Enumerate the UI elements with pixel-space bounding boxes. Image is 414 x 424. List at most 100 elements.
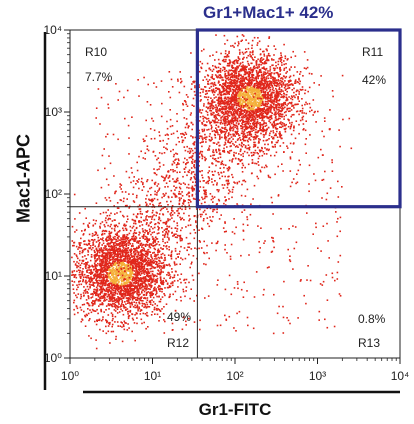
data-point — [100, 276, 103, 279]
data-point — [290, 133, 293, 136]
data-point — [107, 290, 110, 293]
data-point — [86, 291, 88, 293]
data-point — [258, 103, 260, 105]
data-point — [179, 278, 181, 280]
data-point — [118, 242, 120, 245]
data-point — [152, 227, 154, 230]
data-point — [240, 70, 243, 72]
data-point — [80, 309, 83, 311]
data-point — [260, 61, 262, 64]
data-point — [144, 313, 147, 315]
data-point — [240, 144, 243, 147]
data-point — [130, 262, 132, 264]
data-point — [254, 120, 256, 123]
data-point — [120, 321, 122, 323]
data-point — [132, 296, 134, 298]
data-point — [256, 74, 259, 76]
data-point — [242, 135, 244, 138]
data-point — [235, 112, 238, 115]
data-point — [105, 271, 107, 273]
data-point — [87, 275, 90, 277]
data-point — [123, 296, 125, 298]
data-point — [93, 249, 96, 252]
data-point — [274, 81, 276, 84]
data-point — [127, 299, 130, 302]
data-point — [119, 298, 121, 300]
data-point — [273, 45, 275, 47]
data-point — [275, 65, 277, 67]
data-point — [97, 283, 99, 286]
data-point — [217, 102, 220, 105]
data-point — [82, 233, 85, 235]
data-point — [154, 239, 157, 242]
data-point — [152, 276, 155, 278]
data-point — [96, 289, 99, 292]
data-point — [111, 323, 114, 326]
data-point — [209, 102, 212, 105]
data-point — [260, 57, 263, 59]
data-point — [245, 106, 247, 108]
data-point — [226, 113, 229, 115]
data-point — [140, 258, 142, 261]
data-point — [107, 242, 109, 245]
data-point — [215, 76, 218, 78]
data-point — [277, 118, 279, 121]
data-point — [280, 52, 282, 54]
data-point — [212, 83, 214, 85]
data-point — [150, 263, 153, 265]
data-point — [100, 238, 102, 240]
data-point — [247, 95, 250, 98]
data-point — [153, 255, 156, 257]
data-point — [215, 34, 217, 36]
data-point — [101, 288, 104, 291]
data-point — [98, 251, 101, 254]
data-point — [106, 236, 108, 239]
data-point — [240, 94, 243, 97]
data-point — [220, 102, 223, 105]
data-point — [238, 73, 240, 75]
data-point — [106, 263, 109, 265]
data-point — [289, 142, 292, 145]
data-point — [90, 297, 92, 299]
data-point — [277, 78, 280, 81]
data-point — [173, 280, 176, 282]
data-point — [137, 253, 140, 255]
data-point — [117, 243, 119, 245]
data-point — [131, 236, 133, 238]
data-point — [289, 102, 291, 104]
data-point — [123, 271, 125, 274]
data-point — [148, 238, 151, 240]
data-point — [124, 281, 127, 284]
data-point — [233, 97, 236, 100]
data-point — [111, 269, 114, 272]
data-point — [107, 251, 110, 254]
data-point — [239, 101, 241, 104]
data-point — [241, 128, 244, 130]
data-point — [117, 300, 119, 303]
data-point — [122, 324, 125, 326]
data-point — [267, 110, 269, 112]
data-point — [112, 294, 114, 296]
data-point — [153, 240, 155, 242]
data-point — [94, 273, 96, 276]
data-point — [134, 229, 136, 231]
data-point — [142, 235, 145, 238]
data-point — [155, 263, 158, 265]
data-point — [243, 69, 245, 72]
data-point — [279, 82, 281, 84]
data-point — [274, 48, 277, 50]
data-point — [118, 250, 120, 252]
data-point — [291, 98, 294, 101]
data-point — [201, 135, 203, 138]
data-point — [130, 261, 133, 263]
data-point — [281, 85, 283, 88]
data-point — [129, 295, 131, 298]
data-point — [118, 270, 121, 272]
data-point — [136, 304, 139, 306]
data-point — [92, 242, 94, 244]
data-point — [148, 272, 150, 274]
data-point — [293, 87, 295, 90]
data-point — [222, 118, 225, 121]
data-point — [121, 240, 124, 243]
data-point — [120, 305, 122, 308]
